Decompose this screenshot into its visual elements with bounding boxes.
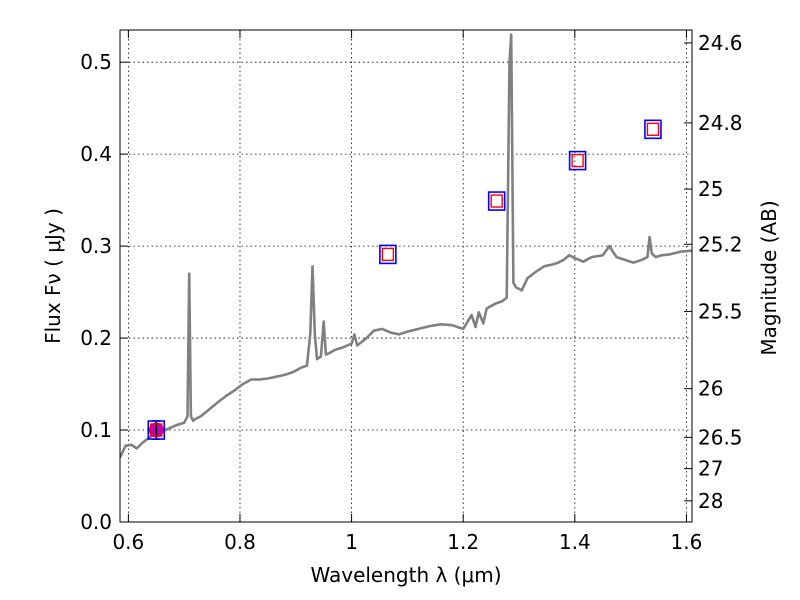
y2-tick-label: 26.5 bbox=[698, 425, 743, 449]
points-layer bbox=[147, 119, 662, 440]
y2-tick-label: 25 bbox=[698, 177, 723, 201]
y-tick-label: 0.2 bbox=[80, 326, 112, 350]
plot-frame bbox=[119, 29, 693, 523]
model-point-outer bbox=[568, 150, 587, 171]
y2-tick-label: 24.6 bbox=[698, 31, 743, 55]
y-tick-label: 0.4 bbox=[80, 142, 112, 166]
y-tick-label: 0.0 bbox=[80, 510, 112, 534]
y2-axis-title: Magnitude (AB) bbox=[757, 200, 781, 355]
y2-tick-label: 28 bbox=[698, 489, 723, 513]
model-point-inner bbox=[646, 122, 660, 137]
spectrum-layer bbox=[120, 33, 692, 459]
y2-tick-label: 27 bbox=[698, 457, 723, 481]
y2-tick-label: 26 bbox=[698, 377, 723, 401]
x-tick-label: 1.2 bbox=[447, 530, 479, 554]
model-point-outer bbox=[644, 119, 662, 140]
model-point-inner bbox=[571, 153, 584, 168]
y-axis-title: Flux Fν ( μJy ) bbox=[41, 208, 65, 344]
y-tick-label: 0.5 bbox=[80, 50, 112, 74]
model-point-outer bbox=[487, 191, 506, 211]
y-tick-label: 0.1 bbox=[80, 418, 112, 442]
x-tick-label: 0.6 bbox=[112, 530, 144, 554]
x-axis-title: Wavelength λ (μm) bbox=[310, 563, 501, 587]
x-tick-label: 1 bbox=[345, 530, 358, 554]
model-point-outer bbox=[379, 244, 397, 265]
x-tick-label: 1.4 bbox=[559, 530, 591, 554]
model-point-inner bbox=[150, 423, 163, 437]
x-tick-label: 1.6 bbox=[671, 530, 703, 554]
grid-layer bbox=[120, 30, 692, 523]
y-tick-label: 0.3 bbox=[80, 234, 112, 258]
model-point-inner bbox=[490, 194, 503, 208]
ticks-layer: 0.6 0.8 1 1.2 1.4 1.6 0.0 0.1 0.2 0.3 0.4 0.5 24.6 24… bbox=[80, 30, 743, 554]
y2-tick-label: 25.2 bbox=[698, 232, 743, 256]
model-point-outer bbox=[147, 420, 166, 440]
model-point-inner bbox=[381, 247, 395, 262]
spectrum-line bbox=[120, 33, 692, 459]
x-tick-label: 0.8 bbox=[224, 530, 256, 554]
y2-tick-label: 24.8 bbox=[698, 111, 743, 135]
y2-tick-label: 25.5 bbox=[698, 299, 743, 323]
